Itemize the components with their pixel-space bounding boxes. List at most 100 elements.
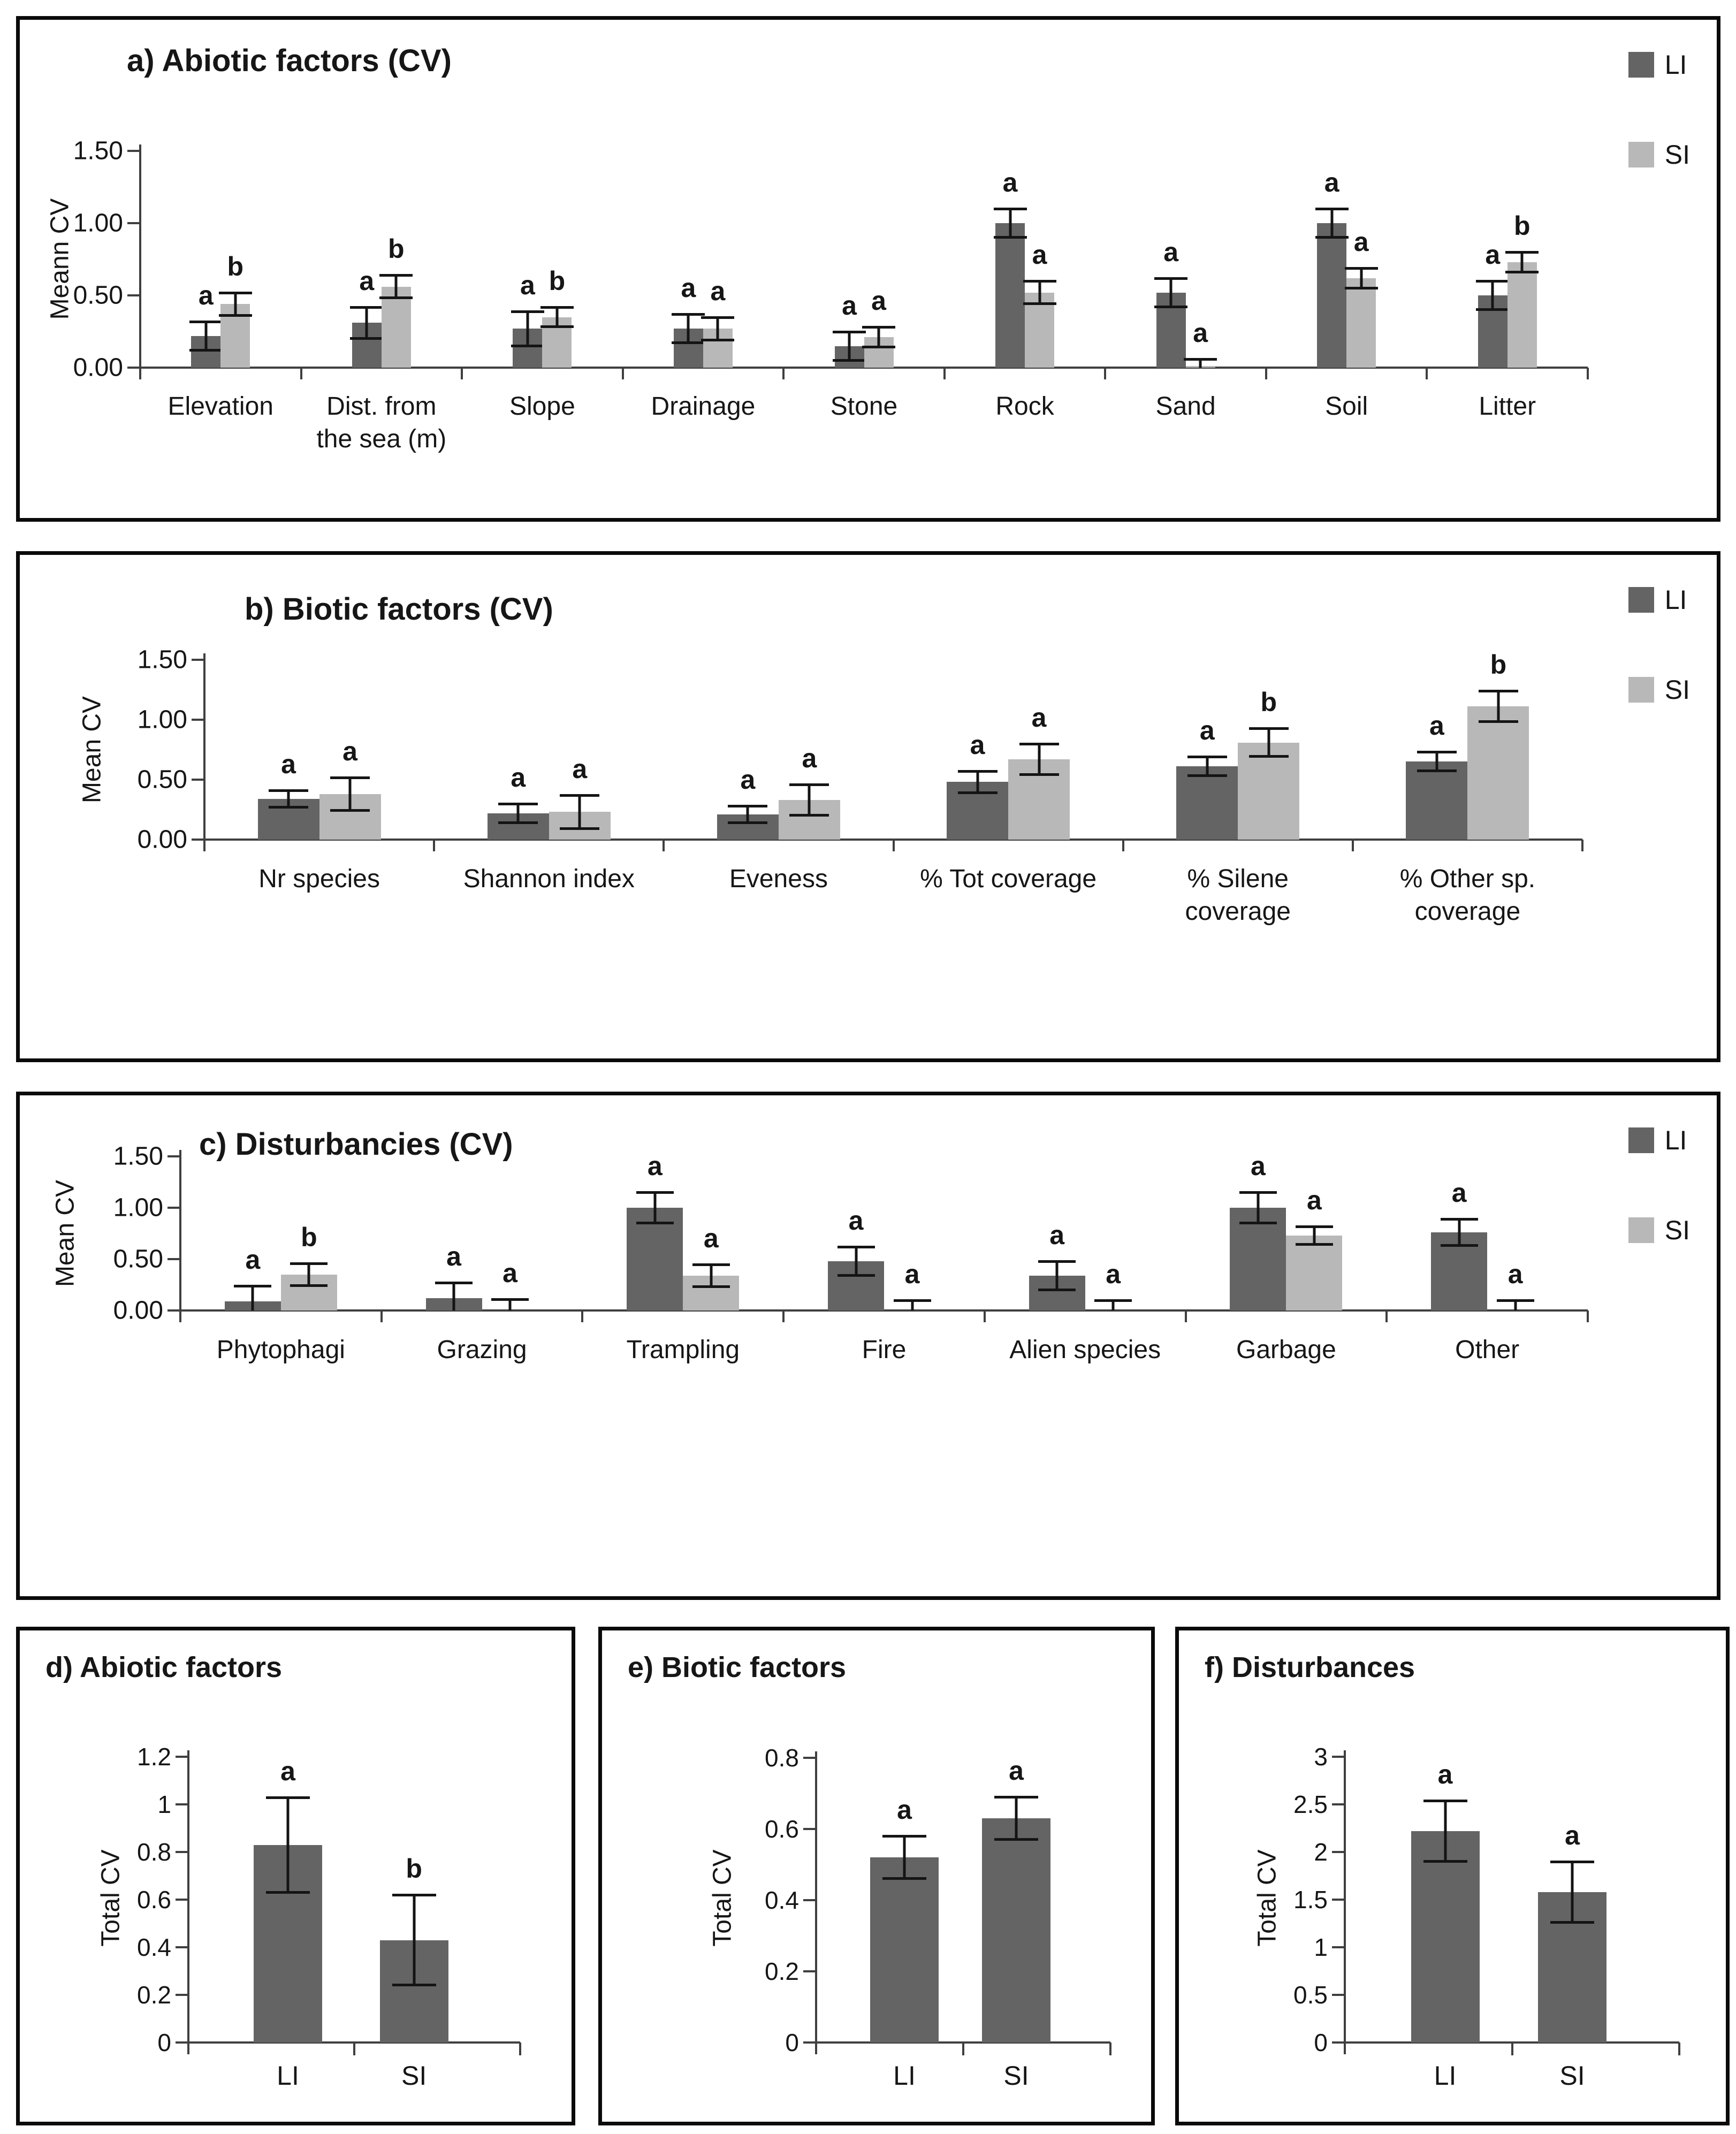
x-category-label: Trampling	[626, 1336, 740, 1364]
chart-title: a) Abiotic factors (CV)	[127, 43, 452, 78]
y-axis-line	[187, 1750, 189, 2054]
error-bar-cap-bottom	[728, 821, 768, 824]
chart-title: d) Abiotic factors	[45, 1651, 283, 1683]
error-bar-cap-top	[1038, 1260, 1076, 1263]
bar-total cv-2	[982, 1818, 1050, 2042]
panel-d-abiotic-total: d) Abiotic factors Total CV 0 0.2 0.4 0.6 0.…	[16, 1627, 575, 2125]
sig-letter: b	[549, 265, 566, 296]
sig-letter: a	[198, 280, 214, 310]
error-bar-cap-top	[1505, 251, 1539, 254]
error-bar-cap-top	[893, 1299, 931, 1302]
y-tick-mark	[803, 1899, 816, 1901]
error-bar-whisker	[286, 1797, 290, 1893]
bar-si-5	[1238, 742, 1300, 840]
error-bar-cap-bottom	[1417, 769, 1457, 773]
y-tick-label: 2	[1314, 1838, 1328, 1866]
error-bar-cap-top	[1315, 208, 1349, 210]
error-bar-whisker	[394, 275, 398, 299]
error-bar-whisker	[348, 777, 352, 811]
error-bar-cap-top	[330, 776, 370, 779]
legend: LI SI	[1628, 1125, 1690, 1246]
x-tick-mark	[1265, 368, 1267, 379]
sig-letter: a	[710, 276, 726, 306]
x-tick-mark	[581, 1310, 584, 1322]
sig-letter: a	[1163, 237, 1179, 267]
error-bar-whisker	[855, 1246, 857, 1276]
y-tick-label: 0.8	[765, 1744, 799, 1772]
sig-letter: a	[904, 1259, 920, 1289]
legend-label-si: SI	[1664, 1215, 1690, 1245]
li-color-chip	[1628, 1127, 1654, 1153]
y-axis-line	[1344, 1750, 1346, 2054]
chart-title: f) Disturbances	[1205, 1651, 1415, 1683]
error-bar-cap-bottom	[218, 314, 252, 317]
error-bar-cap-top	[269, 789, 309, 792]
chart-title: c) Disturbancies (CV)	[199, 1127, 513, 1162]
x-tick-mark	[621, 368, 624, 379]
error-bar-cap-top	[491, 1298, 529, 1301]
error-bar-cap-bottom	[511, 344, 544, 347]
error-bar-cap-top	[1423, 1799, 1467, 1802]
error-bar-cap-top	[1019, 742, 1059, 745]
y-tick-label: 2.5	[1293, 1790, 1328, 1818]
error-bar-cap-top	[1187, 756, 1227, 759]
error-bar-whisker	[555, 307, 559, 327]
error-bar-cap-top	[1023, 280, 1056, 283]
sig-letter: a	[1485, 240, 1501, 270]
error-bar-cap-bottom	[837, 1274, 875, 1277]
y-tick-label: 0.6	[137, 1886, 171, 1914]
x-category-label: Garbage	[1236, 1336, 1336, 1364]
x-tick-mark	[1351, 840, 1354, 851]
y-tick-mark	[803, 2041, 816, 2044]
sig-letter: a	[1106, 1259, 1121, 1289]
x-category-label: Shannon index	[463, 865, 635, 893]
error-bar-cap-bottom	[560, 827, 600, 830]
error-bar-whisker	[516, 803, 520, 823]
error-bar-whisker	[1444, 1800, 1446, 1862]
error-bar-whisker	[1497, 691, 1500, 722]
error-bar-cap-bottom	[498, 821, 538, 824]
panel-a-abiotic-cv: a) Abiotic factors (CV) Meann CV LI SI 0…	[16, 16, 1720, 522]
y-tick-mark	[192, 719, 204, 721]
legend-item-si: SI	[1628, 1215, 1690, 1246]
error-bar-whisker	[911, 1300, 913, 1310]
x-axis-line	[180, 1309, 1588, 1312]
y-tick-mark	[167, 1309, 180, 1312]
sig-letter: a	[1002, 167, 1018, 197]
sig-letter: b	[406, 1854, 422, 1884]
sig-letter: a	[1049, 1220, 1065, 1250]
error-bar-whisker	[1206, 757, 1209, 776]
error-bar-whisker	[1360, 268, 1363, 288]
x-tick-mark	[943, 368, 946, 379]
y-tick-mark	[192, 659, 204, 661]
y-tick-mark	[1332, 1756, 1345, 1758]
y-tick-label: 0.50	[73, 281, 123, 310]
sig-letter: a	[1324, 167, 1339, 197]
error-bar-cap-top	[882, 1835, 926, 1838]
error-bar-cap-top	[1184, 357, 1217, 361]
error-bar-whisker	[526, 311, 529, 346]
sig-letter: a	[572, 754, 588, 784]
y-tick-label: 1.00	[137, 705, 187, 734]
error-bar-cap-bottom	[1038, 1288, 1076, 1291]
li-color-chip	[1628, 52, 1654, 78]
legend: LI SI	[1628, 584, 1690, 705]
y-tick-label: 1.2	[137, 1743, 171, 1771]
x-tick-mark	[782, 1310, 785, 1322]
x-tick-mark	[962, 2042, 964, 2055]
sig-letter: b	[227, 251, 244, 281]
error-bar-cap-bottom	[1295, 1243, 1333, 1246]
x-tick-mark	[892, 840, 895, 851]
error-bar-whisker	[234, 292, 237, 316]
bar-si-2	[381, 286, 411, 368]
error-bar-cap-top	[1496, 1299, 1534, 1302]
x-category-label: % Tot coverage	[920, 865, 1097, 893]
sig-letter: a	[245, 1244, 261, 1275]
error-bar-whisker	[204, 321, 208, 350]
x-category-label: LI	[893, 2061, 916, 2091]
error-bar-cap-top	[1094, 1299, 1132, 1302]
y-tick-label: 3	[1314, 1743, 1328, 1771]
y-tick-label: 0.50	[113, 1245, 163, 1274]
error-bar-whisker	[1257, 1192, 1260, 1223]
error-bar-whisker	[1169, 278, 1172, 307]
